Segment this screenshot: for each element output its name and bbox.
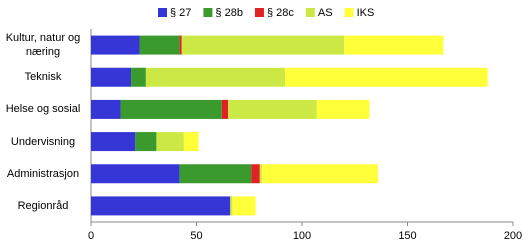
bar-segment [285,67,488,87]
y-tick-label: Regionråd [17,199,69,212]
bar-segment [221,99,229,119]
legend-swatch [305,8,315,17]
legend-label: § 28c [267,7,294,19]
x-tick-label: 100 [293,230,311,242]
bar-segment [91,67,132,87]
legend-swatch [254,8,264,17]
bar-segment [251,164,260,184]
legend-swatch [203,8,213,17]
bar-segment [261,164,378,184]
bar-segment [316,99,370,119]
bar-segment [91,196,231,216]
legend-label: § 28b [215,7,243,19]
legend-swatch [344,8,354,17]
bar-segment [91,164,180,184]
bar-segment [120,99,222,119]
bar-segment [145,67,286,87]
x-tick-label: 50 [190,230,202,242]
x-tick-label: 200 [504,230,522,242]
bar-segment [131,67,146,87]
legend-swatch [158,8,167,17]
bar-segment [183,132,199,152]
bar-segment [230,196,233,216]
legend-label: IKS [357,7,375,19]
x-tick-label: 150 [398,230,416,242]
bar-segment [139,35,180,55]
legend-label: AS [318,7,333,19]
bar-segment [135,132,157,152]
bar-segment [259,164,262,184]
bar-segment [91,132,136,152]
bar-segment [156,132,184,152]
y-tick-label: Undervisning [10,135,76,148]
bar-segment [179,35,182,55]
bar-segment [91,35,140,55]
bar-segment [181,35,345,55]
bar-segment [232,196,256,216]
bar-segment [344,35,444,55]
legend-label: § 27 [170,7,191,19]
y-tick-label: Kultur, natur og næring [5,32,81,59]
bar-segment [228,99,317,119]
bar-segment [179,164,252,184]
y-tick-label: Administrasjon [6,167,80,180]
y-tick-label: Teknisk [24,71,62,84]
bar-segment [91,99,121,119]
y-tick-label: Helse og sosial [5,103,81,116]
x-tick-label: 0 [88,230,94,242]
